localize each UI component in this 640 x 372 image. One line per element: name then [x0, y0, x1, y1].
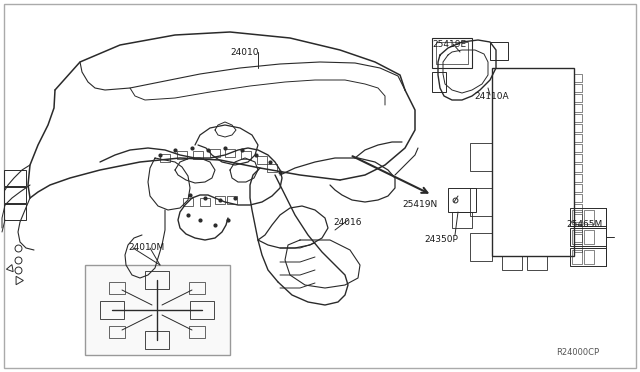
Bar	[145, 331, 169, 349]
Bar	[200, 198, 210, 206]
Bar	[574, 74, 582, 82]
Bar	[215, 196, 225, 204]
Bar	[574, 224, 582, 232]
Bar	[574, 134, 582, 142]
Bar	[4, 187, 26, 203]
Bar	[4, 170, 26, 186]
Text: 24010: 24010	[230, 48, 259, 57]
Bar	[572, 230, 582, 244]
Bar	[109, 326, 125, 338]
Bar	[241, 151, 251, 159]
Bar	[470, 233, 492, 261]
Text: 24110A: 24110A	[474, 92, 509, 101]
Bar	[145, 271, 169, 289]
Bar	[267, 164, 277, 172]
Bar	[574, 234, 582, 242]
Bar	[574, 94, 582, 102]
Bar	[574, 84, 582, 92]
Bar	[225, 149, 235, 157]
Text: 25465M: 25465M	[566, 220, 602, 229]
Text: 24350P: 24350P	[424, 235, 458, 244]
Bar	[257, 156, 267, 164]
Bar	[527, 256, 547, 270]
Bar	[190, 301, 214, 319]
Bar	[193, 151, 203, 159]
Bar	[574, 214, 582, 222]
Bar	[492, 68, 574, 256]
Bar	[502, 256, 522, 270]
Bar	[574, 174, 582, 182]
Bar	[490, 42, 508, 60]
Bar	[570, 208, 606, 226]
Text: R24000CP: R24000CP	[556, 348, 599, 357]
Bar	[109, 282, 125, 294]
Bar	[470, 188, 492, 216]
Bar	[574, 154, 582, 162]
Bar	[574, 184, 582, 192]
Text: 25419E: 25419E	[432, 40, 466, 49]
Bar	[4, 204, 26, 220]
Bar	[189, 282, 205, 294]
Bar	[584, 230, 594, 244]
Bar	[85, 265, 230, 355]
Bar	[100, 301, 124, 319]
Text: 24010M: 24010M	[128, 243, 164, 252]
Bar	[574, 194, 582, 202]
Bar	[584, 250, 594, 264]
Bar	[160, 154, 170, 162]
Bar	[570, 228, 606, 246]
Bar	[574, 104, 582, 112]
Bar	[574, 204, 582, 212]
Bar	[452, 212, 472, 228]
Bar	[470, 143, 492, 171]
Bar	[574, 144, 582, 152]
Bar	[227, 196, 237, 204]
Bar	[574, 114, 582, 122]
Bar	[574, 244, 582, 252]
Text: 24016: 24016	[333, 218, 362, 227]
Bar	[177, 151, 187, 159]
Bar	[432, 72, 446, 92]
Text: 25419N: 25419N	[402, 200, 437, 209]
Bar	[448, 188, 476, 212]
Bar	[572, 210, 582, 224]
Bar	[574, 124, 582, 132]
Bar	[432, 38, 472, 68]
Bar	[436, 42, 468, 64]
Bar	[210, 149, 220, 157]
Bar	[183, 198, 193, 206]
Bar	[584, 210, 594, 224]
Bar	[574, 164, 582, 172]
Bar	[570, 248, 606, 266]
Bar	[189, 326, 205, 338]
Bar	[572, 250, 582, 264]
